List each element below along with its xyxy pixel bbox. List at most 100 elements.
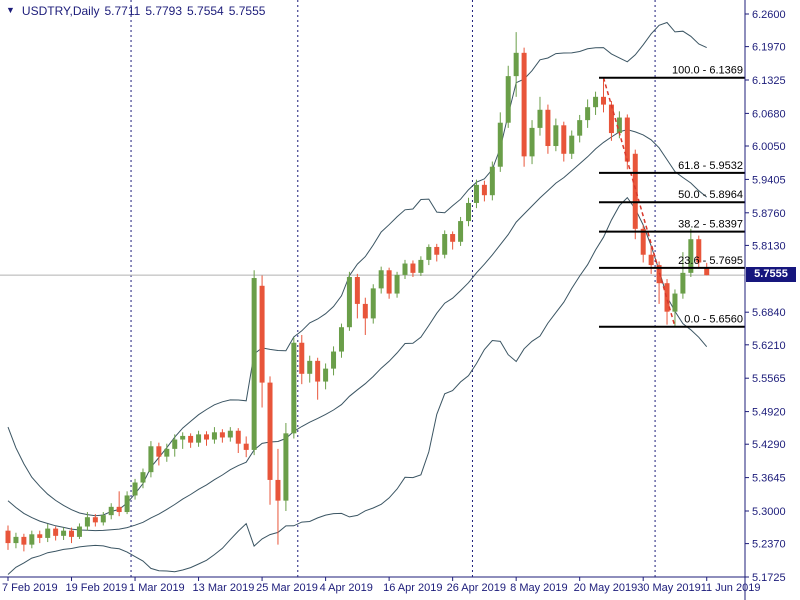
candle-body bbox=[267, 382, 273, 480]
ohlc-open: 5.7711 bbox=[104, 4, 141, 18]
candle-body bbox=[513, 52, 519, 77]
candle-body bbox=[696, 239, 702, 263]
candle-body bbox=[537, 109, 543, 128]
candle-body bbox=[656, 265, 662, 284]
candle-body bbox=[275, 479, 281, 501]
candle-body bbox=[386, 270, 392, 294]
candle-body bbox=[370, 288, 376, 319]
candle-body bbox=[426, 246, 432, 260]
price-axis-label: 5.9405 bbox=[752, 174, 786, 186]
candle-body bbox=[688, 239, 694, 273]
candle-body bbox=[307, 360, 313, 374]
candle-body bbox=[338, 327, 344, 352]
date-axis-label: 19 Feb 2019 bbox=[66, 582, 128, 594]
fib-level-label: 100.0 - 6.1369 bbox=[672, 65, 743, 77]
candle-body bbox=[259, 285, 265, 383]
candle-body bbox=[299, 342, 305, 374]
candle-body bbox=[561, 125, 567, 154]
fib-level-label: 0.0 - 5.6560 bbox=[684, 314, 743, 326]
candle-body bbox=[354, 276, 360, 304]
candle-body bbox=[601, 96, 606, 105]
symbol-marker-icon[interactable]: ▼ bbox=[6, 5, 15, 15]
current-price-badge: 5.7555 bbox=[746, 267, 796, 282]
price-axis-label: 6.2600 bbox=[752, 9, 786, 21]
date-axis-label: 1 Mar 2019 bbox=[129, 582, 185, 594]
ohlc-high: 5.7793 bbox=[145, 4, 183, 18]
candle-body bbox=[497, 122, 503, 167]
candle-body bbox=[53, 528, 59, 536]
candle-body bbox=[466, 202, 472, 222]
candle-body bbox=[84, 517, 90, 527]
candle-body bbox=[473, 184, 479, 203]
candle-body bbox=[124, 495, 130, 513]
price-axis-label: 5.8130 bbox=[752, 240, 786, 252]
candle-body bbox=[577, 120, 583, 136]
candle-body bbox=[648, 254, 654, 266]
candles-group bbox=[5, 32, 710, 552]
candle-body bbox=[323, 368, 329, 382]
candle-body bbox=[331, 351, 337, 369]
candle-body bbox=[450, 234, 456, 242]
bollinger-lower-line[interactable] bbox=[7, 196, 708, 575]
candle-body bbox=[346, 276, 352, 328]
candle-body bbox=[624, 117, 630, 162]
date-axis-label: 4 Apr 2019 bbox=[320, 582, 373, 594]
candle-body bbox=[410, 263, 416, 273]
price-axis-label: 6.0050 bbox=[752, 141, 786, 153]
candle-body bbox=[315, 360, 321, 382]
candle-body bbox=[418, 259, 424, 273]
candle-body bbox=[434, 246, 440, 255]
price-axis-label: 5.2370 bbox=[752, 539, 786, 551]
candle-body bbox=[21, 536, 27, 545]
date-axis-label: 11 Jun 2019 bbox=[701, 582, 761, 594]
candle-body bbox=[291, 342, 297, 434]
symbol-period-label: USDTRY,Daily bbox=[21, 4, 100, 18]
candle-body bbox=[378, 270, 384, 289]
candle-body bbox=[616, 117, 622, 134]
candle-body bbox=[164, 448, 170, 457]
bollinger-middle-line[interactable] bbox=[7, 129, 708, 532]
price-axis-label: 6.0680 bbox=[752, 108, 786, 120]
date-axis-label: 7 Feb 2019 bbox=[2, 582, 58, 594]
candle-body bbox=[219, 432, 225, 438]
date-axis-label: 20 May 2019 bbox=[574, 582, 638, 594]
price-axis-label: 5.8760 bbox=[752, 208, 786, 220]
candle-body bbox=[116, 506, 122, 513]
candle-body bbox=[569, 135, 575, 154]
candle-body bbox=[593, 96, 599, 108]
candle-body bbox=[196, 434, 202, 443]
candle-body bbox=[283, 433, 289, 501]
price-axis-label: 5.1725 bbox=[752, 572, 786, 584]
candle-body bbox=[442, 234, 448, 255]
fib-level-label: 38.2 - 5.8397 bbox=[678, 219, 743, 231]
candle-body bbox=[235, 430, 241, 444]
price-axis-label: 5.3000 bbox=[752, 506, 786, 518]
candle-body bbox=[672, 293, 678, 312]
candle-body bbox=[458, 221, 464, 242]
fib-level-label: 61.8 - 5.9532 bbox=[678, 160, 743, 172]
price-axis-label: 5.6840 bbox=[752, 307, 786, 319]
candle-body bbox=[45, 528, 51, 538]
ohlc-close: 5.7555 bbox=[228, 4, 266, 18]
price-axis-label: 5.3645 bbox=[752, 473, 786, 485]
candle-body bbox=[92, 517, 98, 523]
candle-body bbox=[704, 267, 710, 276]
candle-body bbox=[188, 435, 194, 443]
candle-body bbox=[545, 109, 551, 147]
bollinger-upper-line[interactable] bbox=[7, 21, 707, 517]
candle-body bbox=[585, 107, 591, 121]
candle-body bbox=[553, 125, 559, 147]
fib-level-label: 50.0 - 5.8964 bbox=[678, 189, 743, 201]
date-axis-label: 8 May 2019 bbox=[510, 582, 567, 594]
chart-title: ▼ USDTRY,Daily 5.7711 5.7793 5.7554 5.75… bbox=[6, 4, 265, 18]
date-axis-label: 25 Mar 2019 bbox=[256, 582, 318, 594]
price-axis-label: 5.4290 bbox=[752, 439, 786, 451]
candle-body bbox=[664, 283, 670, 312]
date-axis-label: 13 Mar 2019 bbox=[193, 582, 255, 594]
candle-body bbox=[251, 278, 257, 450]
ohlc-low: 5.7554 bbox=[187, 4, 224, 18]
candle-body bbox=[394, 274, 400, 294]
date-axis-label: 30 May 2019 bbox=[637, 582, 701, 594]
